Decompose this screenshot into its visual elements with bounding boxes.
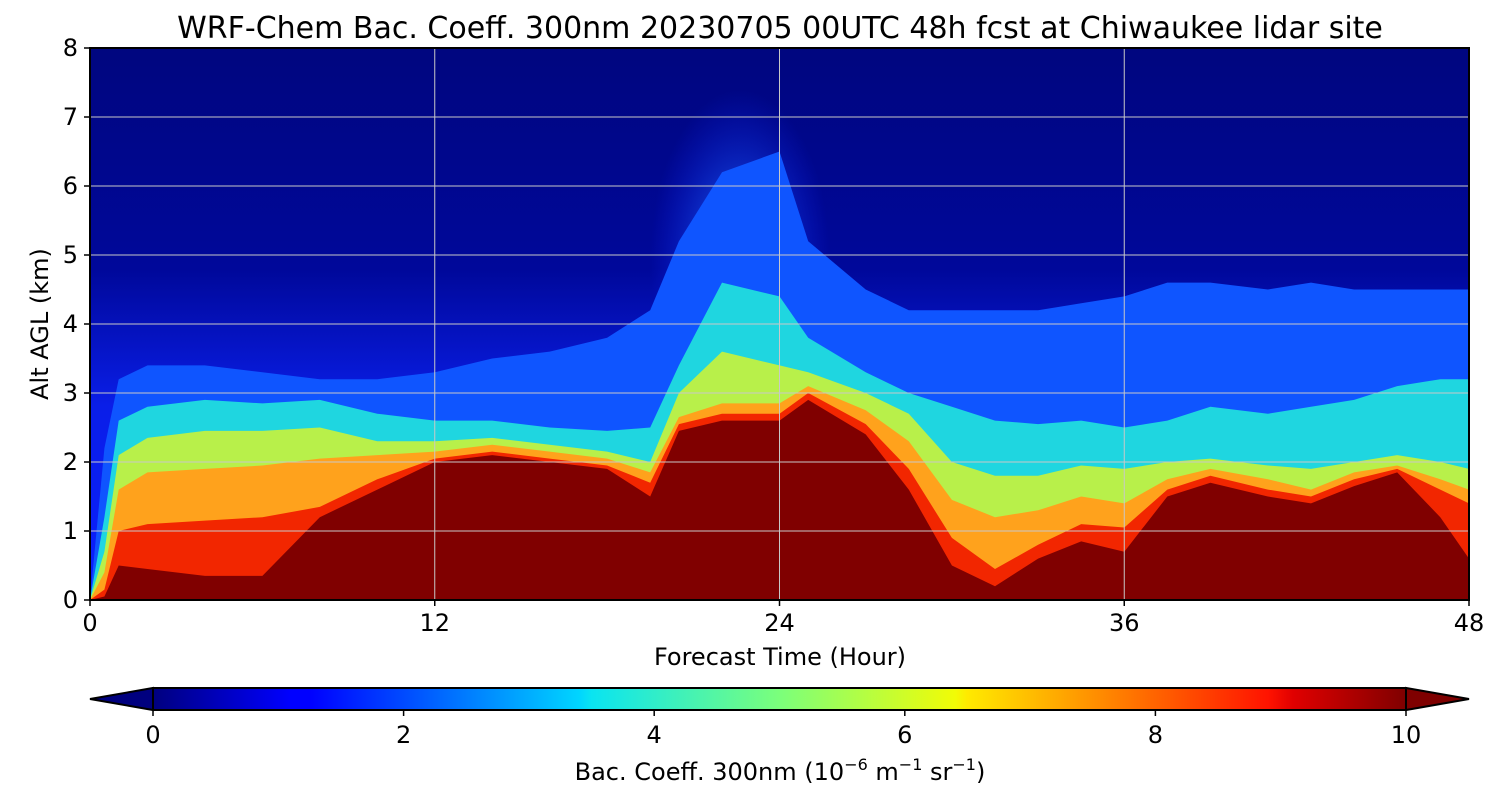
y-tick-label: 1	[63, 517, 78, 545]
grid-lines	[90, 48, 1469, 600]
colorbar-label-prefix: Bac. Coeff. 300nm (10	[575, 758, 845, 786]
colorbar-label-mid2: sr	[922, 758, 952, 786]
colorbar-label: Bac. Coeff. 300nm (10−6 m−1 sr−1)	[575, 755, 986, 786]
colorbar-tick-label: 2	[396, 721, 411, 749]
y-tick-label: 0	[63, 586, 78, 614]
x-axis: 0 12 24 36 48	[82, 600, 1484, 637]
colorbar-label-mid: m	[868, 758, 899, 786]
y-tick-label: 4	[63, 310, 78, 338]
x-tick-label: 12	[419, 609, 450, 637]
x-tick-label: 36	[1109, 609, 1140, 637]
y-tick-label: 3	[63, 379, 78, 407]
colorbar-tick-label: 6	[897, 721, 912, 749]
x-tick-label: 0	[82, 609, 97, 637]
y-axis-label: Alt AGL (km)	[26, 248, 54, 400]
x-axis-label: Forecast Time (Hour)	[654, 643, 906, 671]
colorbar-tick-label: 10	[1391, 721, 1422, 749]
colorbar-extend-low	[89, 686, 154, 712]
colorbar-label-exp3: −1	[952, 755, 976, 774]
y-tick-label: 6	[63, 172, 78, 200]
colorbar-label-suffix: )	[976, 758, 985, 786]
colorbar-tick-label: 8	[1148, 721, 1163, 749]
colorbar-ticks: 0 2 4 6 8 10	[145, 710, 1421, 749]
x-tick-label: 48	[1454, 609, 1485, 637]
colorbar-tick-label: 4	[647, 721, 662, 749]
y-axis: 0 1 2 3 4 5 6 7 8	[63, 34, 90, 614]
chart-title: WRF-Chem Bac. Coeff. 300nm 20230705 00UT…	[177, 11, 1383, 46]
y-tick-label: 2	[63, 448, 78, 476]
colorbar-label-exp1: −6	[844, 755, 868, 774]
colorbar-label-exp2: −1	[899, 755, 923, 774]
y-tick-label: 5	[63, 241, 78, 269]
colorbar-tick-label: 0	[145, 721, 160, 749]
y-tick-label: 8	[63, 34, 78, 62]
y-tick-label: 7	[63, 103, 78, 131]
plot-area	[90, 48, 1469, 600]
colorbar: 0 2 4 6 8 10 Bac. Coeff. 300nm (10−6 m−1 sr−1…	[89, 686, 1470, 786]
colorbar-gradient	[152, 687, 1407, 711]
x-tick-label: 24	[764, 609, 795, 637]
colorbar-extend-high	[1405, 686, 1470, 712]
